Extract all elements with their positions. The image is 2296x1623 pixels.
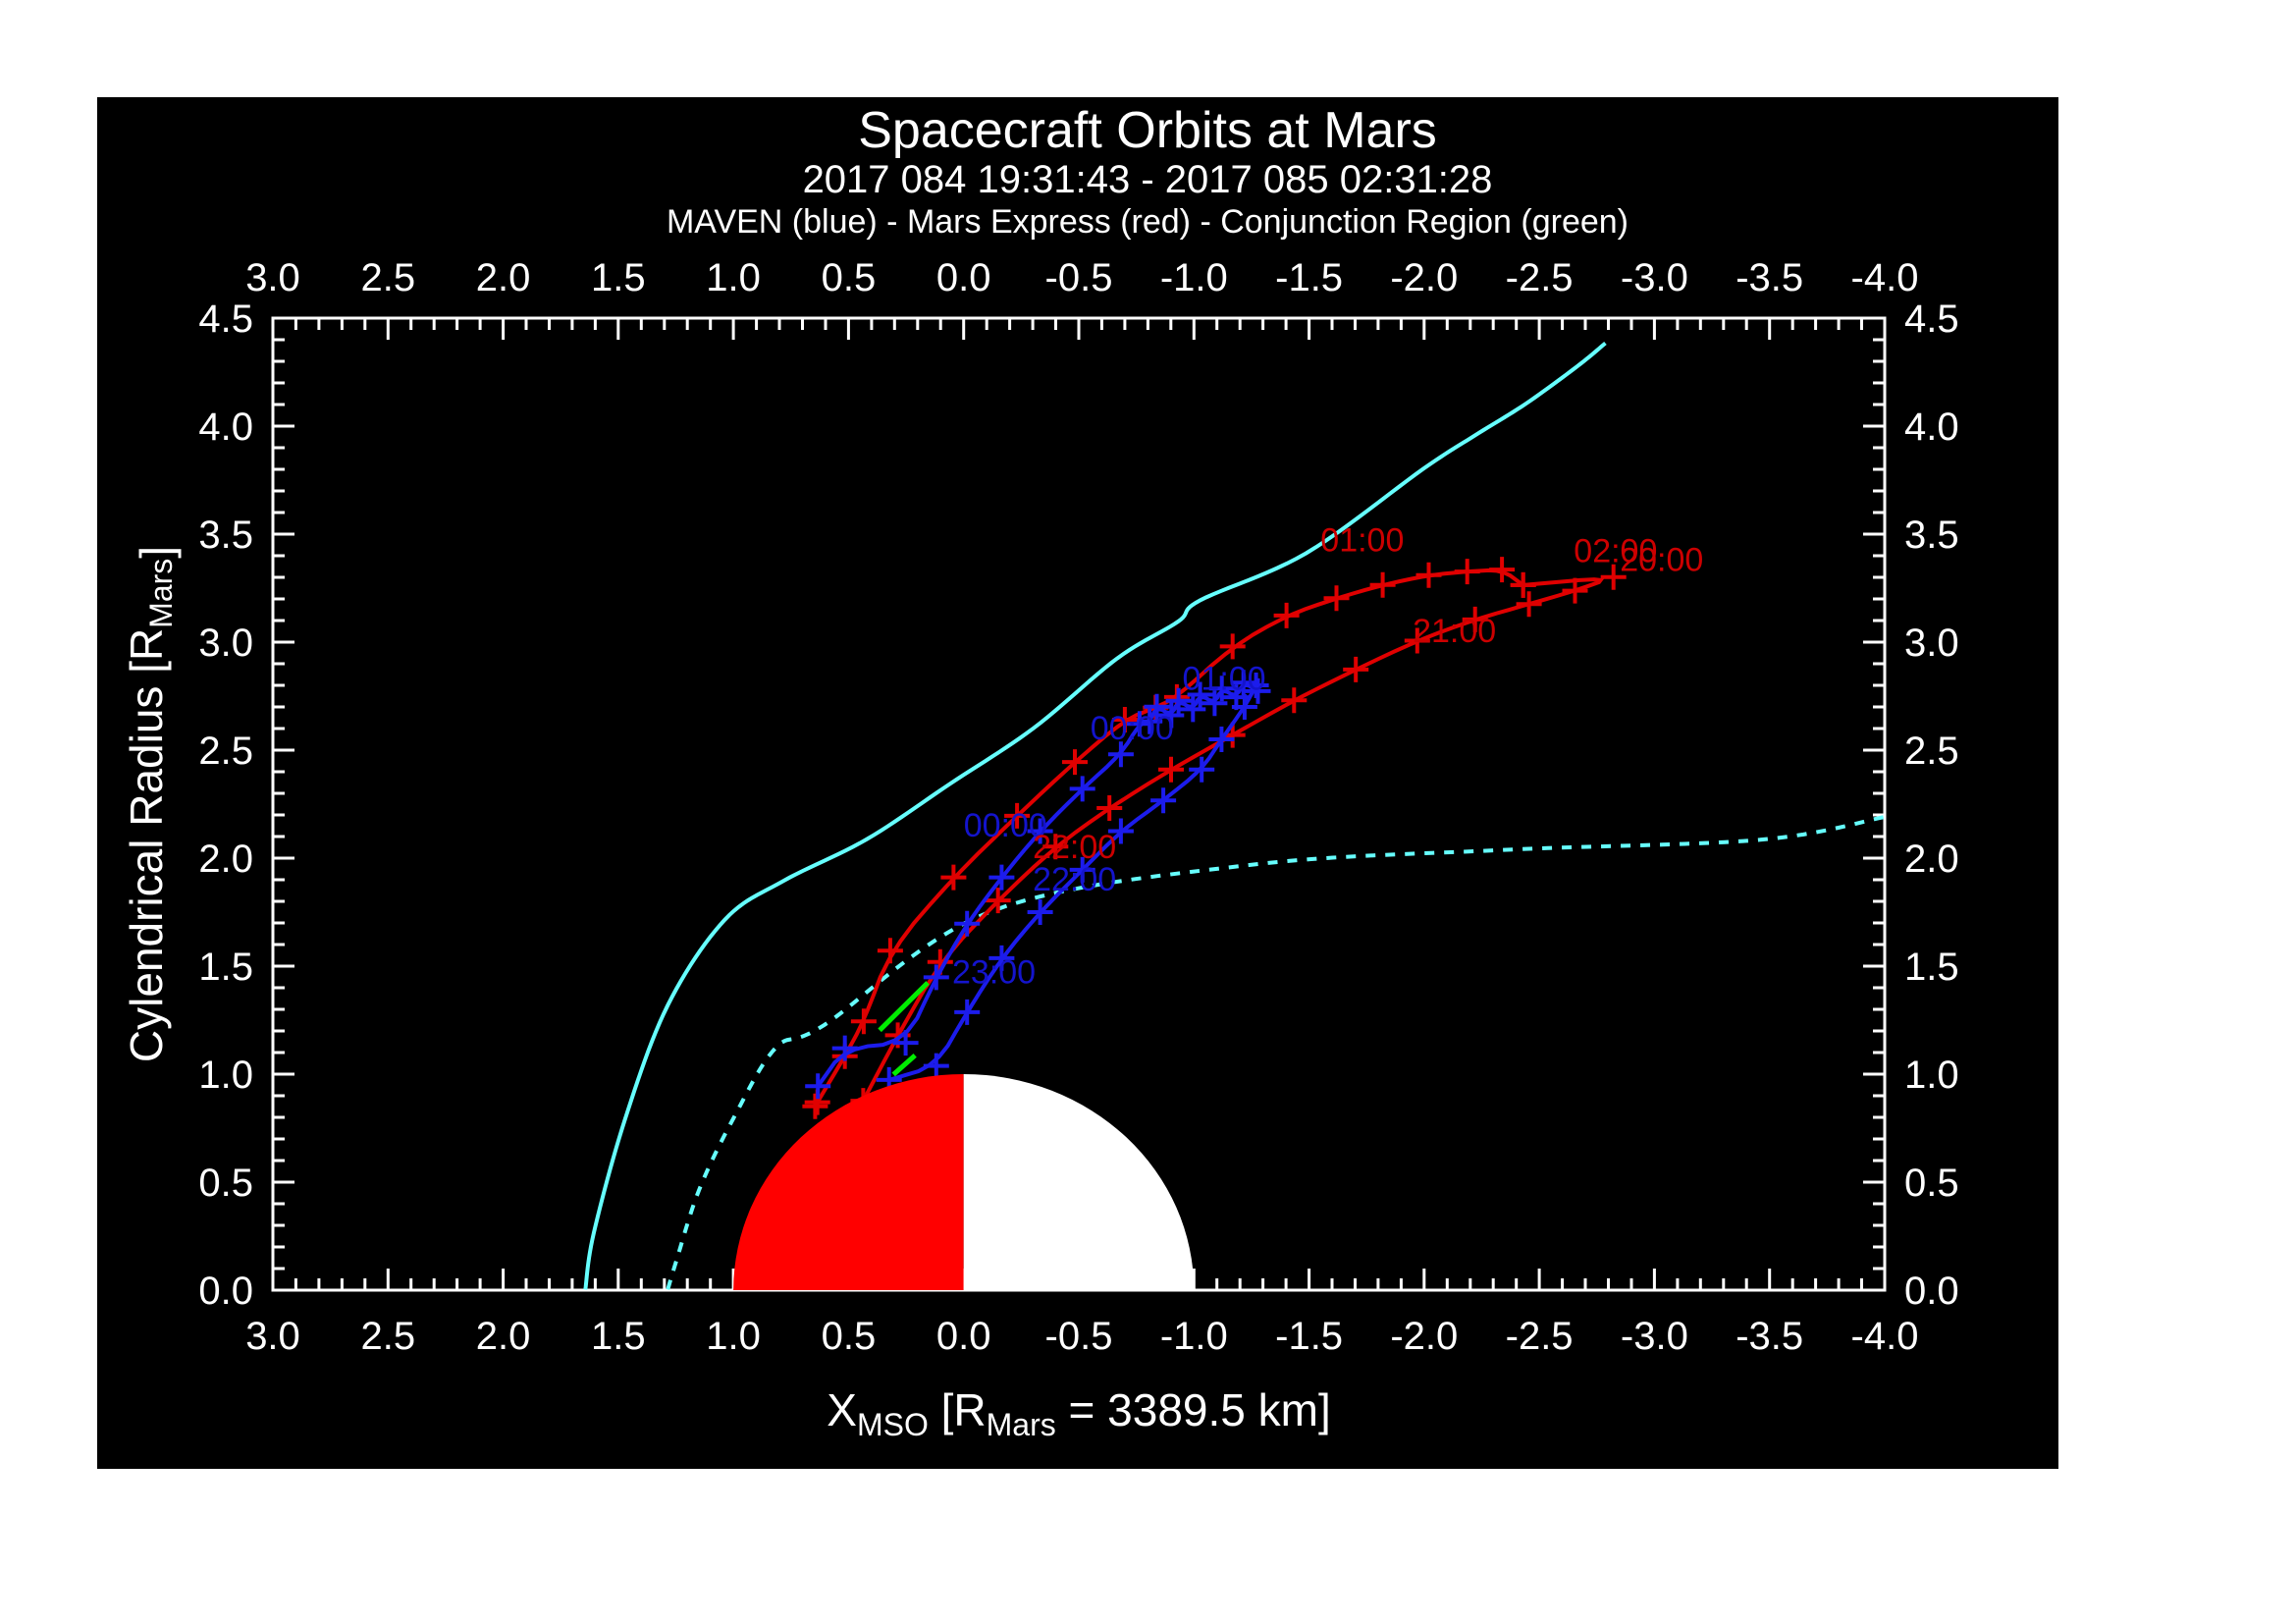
svg-text:0.0: 0.0: [936, 256, 991, 299]
svg-text:-2.0: -2.0: [1390, 1315, 1458, 1358]
svg-text:-3.0: -3.0: [1621, 1315, 1688, 1358]
svg-text:-0.5: -0.5: [1045, 1315, 1113, 1358]
svg-text:MAVEN (blue) - Mars Express (r: MAVEN (blue) - Mars Express (red) - Conj…: [667, 203, 1629, 241]
svg-text:2.5: 2.5: [1904, 730, 1959, 773]
svg-text:2.5: 2.5: [360, 256, 415, 299]
svg-text:-1.5: -1.5: [1275, 256, 1343, 299]
svg-text:01:00: 01:00: [1183, 660, 1266, 697]
svg-text:-3.5: -3.5: [1735, 1315, 1803, 1358]
svg-text:4.5: 4.5: [198, 298, 253, 341]
svg-text:23:00: 23:00: [952, 954, 1036, 992]
svg-text:22:00: 22:00: [1033, 861, 1116, 898]
svg-text:0.5: 0.5: [822, 1315, 877, 1358]
svg-text:1.5: 1.5: [591, 1315, 646, 1358]
svg-text:3.0: 3.0: [198, 622, 253, 665]
svg-text:0.5: 0.5: [198, 1162, 253, 1205]
svg-text:XMSO [RMars = 3389.5 km]: XMSO [RMars = 3389.5 km]: [827, 1384, 1330, 1442]
svg-text:3.0: 3.0: [245, 256, 300, 299]
svg-text:1.5: 1.5: [591, 256, 646, 299]
svg-text:3.5: 3.5: [198, 514, 253, 557]
svg-text:1.0: 1.0: [198, 1054, 253, 1097]
svg-text:2.0: 2.0: [476, 256, 531, 299]
svg-text:2.5: 2.5: [360, 1315, 415, 1358]
svg-text:2.0: 2.0: [1904, 838, 1959, 881]
svg-text:22:00: 22:00: [1033, 829, 1116, 866]
svg-text:0.0: 0.0: [936, 1315, 991, 1358]
svg-text:21:00: 21:00: [1413, 613, 1496, 650]
svg-text:2.0: 2.0: [476, 1315, 531, 1358]
svg-text:3.0: 3.0: [1904, 622, 1959, 665]
svg-text:01:00: 01:00: [1320, 522, 1404, 560]
svg-text:3.0: 3.0: [245, 1315, 300, 1358]
svg-text:1.0: 1.0: [1904, 1054, 1959, 1097]
svg-text:-4.0: -4.0: [1851, 1315, 1919, 1358]
svg-text:-2.5: -2.5: [1506, 1315, 1574, 1358]
svg-text:0.0: 0.0: [1904, 1270, 1959, 1313]
svg-text:4.5: 4.5: [1904, 298, 1959, 341]
svg-text:-1.5: -1.5: [1275, 1315, 1343, 1358]
svg-text:0.0: 0.0: [198, 1270, 253, 1313]
svg-text:-3.5: -3.5: [1735, 256, 1803, 299]
svg-text:2.5: 2.5: [198, 730, 253, 773]
svg-text:-3.0: -3.0: [1621, 256, 1688, 299]
svg-text:-1.0: -1.0: [1160, 1315, 1228, 1358]
svg-text:-4.0: -4.0: [1851, 256, 1919, 299]
svg-text:Spacecraft Orbits at Mars: Spacecraft Orbits at Mars: [858, 102, 1437, 159]
svg-text:1.0: 1.0: [706, 1315, 761, 1358]
svg-text:1.5: 1.5: [1904, 946, 1959, 989]
svg-text:0.5: 0.5: [1904, 1162, 1959, 1205]
svg-text:00:00: 00:00: [1091, 710, 1174, 747]
svg-text:2017 084 19:31:43 - 2017 085 0: 2017 084 19:31:43 - 2017 085 02:31:28: [803, 158, 1493, 201]
svg-text:4.0: 4.0: [1904, 406, 1959, 449]
svg-text:-2.5: -2.5: [1506, 256, 1574, 299]
svg-text:-1.0: -1.0: [1160, 256, 1228, 299]
svg-text:1.0: 1.0: [706, 256, 761, 299]
svg-text:-2.0: -2.0: [1390, 256, 1458, 299]
svg-text:3.5: 3.5: [1904, 514, 1959, 557]
svg-text:2.0: 2.0: [198, 838, 253, 881]
svg-text:-0.5: -0.5: [1045, 256, 1113, 299]
svg-text:4.0: 4.0: [198, 406, 253, 449]
svg-text:0.5: 0.5: [822, 256, 877, 299]
svg-text:1.5: 1.5: [198, 946, 253, 989]
svg-text:Cylendrical Radius [RMars]: Cylendrical Radius [RMars]: [121, 546, 182, 1062]
svg-text:20:00: 20:00: [1620, 541, 1703, 578]
